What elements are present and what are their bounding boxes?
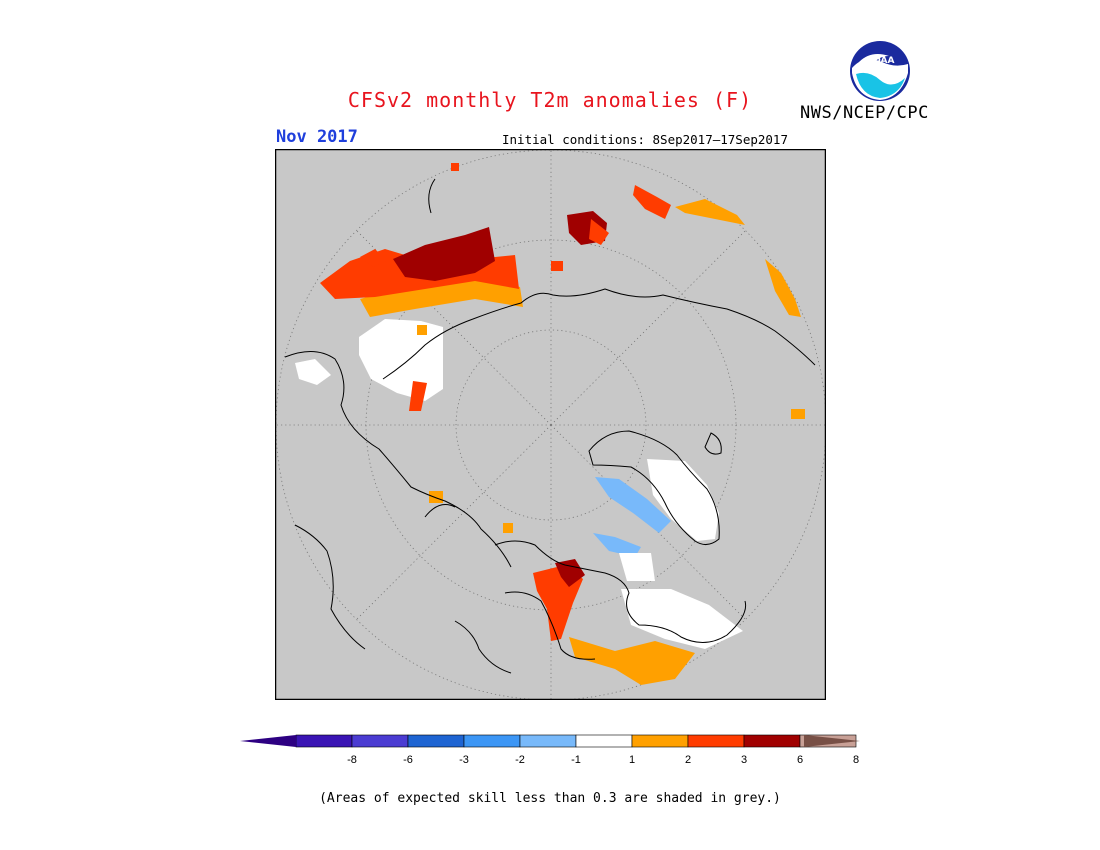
legend-above-arrow xyxy=(804,735,860,747)
region-red-strip xyxy=(409,381,427,411)
region-orange-4 xyxy=(569,637,695,685)
region-lightblue-2 xyxy=(593,533,641,557)
anomaly-regions xyxy=(295,163,805,685)
cell-red-2 xyxy=(551,261,563,271)
legend-tick-label: 1 xyxy=(629,754,635,766)
legend-tick-label: -2 xyxy=(515,754,525,766)
noaa-logo: NOAA xyxy=(850,41,910,101)
legend-tick-label: -6 xyxy=(403,754,413,766)
cell-orange-3 xyxy=(791,409,805,419)
legend-tick-label: 8 xyxy=(853,754,859,766)
legend-bin xyxy=(463,734,521,748)
anomaly-map xyxy=(275,149,826,700)
region-darkred-3 xyxy=(555,559,585,587)
color-legend: -8 -6 -3 -2 -1 1 2 3 6 8 xyxy=(240,734,860,766)
legend-bin xyxy=(407,734,465,748)
forecast-month: Nov 2017 xyxy=(276,127,358,147)
region-orange-3 xyxy=(765,259,801,317)
region-red-small xyxy=(360,249,387,267)
initial-conditions: Initial conditions: 8Sep2017–17Sep2017 xyxy=(502,132,788,147)
legend-tick-label: 6 xyxy=(797,754,803,766)
coastlines xyxy=(284,178,816,674)
cell-red xyxy=(451,163,459,171)
skill-footnote: (Areas of expected skill less than 0.3 a… xyxy=(319,791,781,806)
legend-bin xyxy=(519,734,577,748)
legend-bin xyxy=(743,734,801,748)
region-white-5 xyxy=(619,553,655,581)
legend-tick-label: -3 xyxy=(459,754,469,766)
region-red-3 xyxy=(633,185,671,219)
legend-tick-label: -1 xyxy=(571,754,581,766)
legend-bin xyxy=(351,734,409,748)
region-lightblue xyxy=(595,477,671,533)
legend-bin xyxy=(575,734,633,748)
cell-orange xyxy=(417,325,427,335)
legend-tick-label: -8 xyxy=(347,754,357,766)
agency-label: NWS/NCEP/CPC xyxy=(800,103,929,123)
region-white-3 xyxy=(647,459,719,541)
legend-below-arrow xyxy=(240,735,296,747)
region-white-4 xyxy=(621,589,743,649)
legend-tick-label: 2 xyxy=(685,754,691,766)
region-darkred xyxy=(393,227,495,281)
region-red-2 xyxy=(589,219,609,245)
cell-orange-2 xyxy=(429,491,443,503)
region-white-2 xyxy=(295,359,331,385)
chart-title: CFSv2 monthly T2m anomalies (F) xyxy=(347,88,753,112)
legend-bin xyxy=(687,734,745,748)
cell-orange-4 xyxy=(503,523,513,533)
legend-tick-label: 3 xyxy=(741,754,747,766)
legend-bin xyxy=(631,734,689,748)
region-white xyxy=(359,319,443,401)
legend-bin xyxy=(295,734,353,748)
region-orange-2 xyxy=(675,199,745,225)
region-orange xyxy=(360,275,523,317)
logo-text: NOAA xyxy=(866,56,895,66)
